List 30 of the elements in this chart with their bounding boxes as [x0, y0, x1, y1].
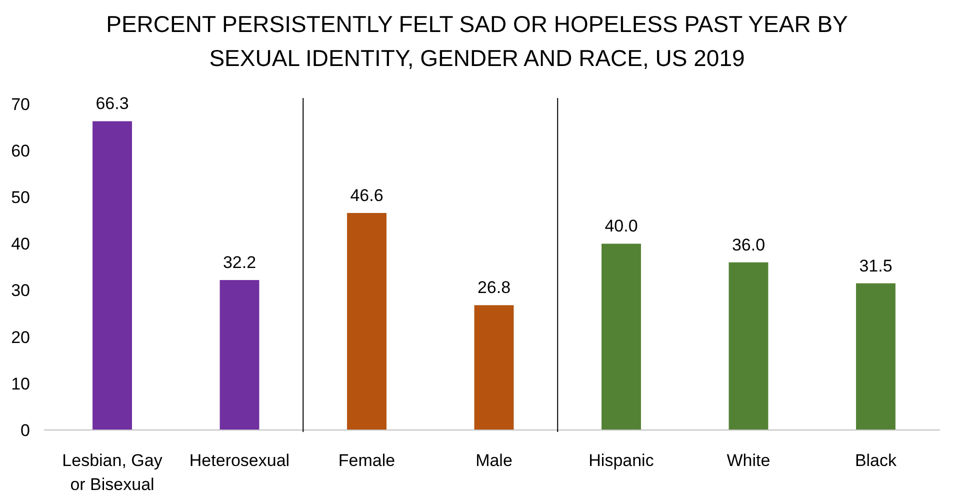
bar — [347, 212, 386, 430]
bar — [92, 121, 132, 430]
x-tick-label: Female — [338, 451, 396, 470]
x-tick-label: Black — [854, 451, 898, 470]
y-tick-label: 60 — [11, 142, 30, 161]
x-tick-label: Lesbian, Gay or Bisexual — [62, 451, 163, 494]
y-tick-label: 0 — [20, 420, 30, 440]
y-tick-label: 50 — [11, 188, 30, 208]
data-label: 36.0 — [732, 235, 766, 254]
data-label: 31.5 — [859, 256, 892, 276]
x-tick-label: Male — [476, 451, 512, 470]
bar — [728, 262, 768, 430]
bar — [474, 305, 514, 430]
data-label: 46.6 — [350, 186, 384, 205]
y-tick-label: 70 — [11, 94, 30, 114]
data-label: 32.2 — [222, 253, 256, 272]
y-tick-label: 20 — [11, 328, 30, 347]
bar — [856, 283, 896, 430]
bar — [220, 280, 260, 430]
x-tick-label: Heterosexual — [189, 451, 290, 470]
x-tick-label: Hispanic — [588, 451, 654, 470]
x-tick-label: White — [726, 451, 770, 470]
data-label: 66.3 — [96, 94, 129, 114]
y-tick-label: 30 — [11, 281, 30, 300]
data-label: 26.8 — [477, 278, 511, 298]
y-tick-label: 40 — [11, 234, 30, 254]
data-label: 40.0 — [604, 216, 638, 236]
y-tick-label: 10 — [11, 374, 30, 394]
bar — [602, 244, 641, 430]
chart-title: PERCENT PERSISTENTLY FELT SAD OR HOPELESS PAST YEAR BY SEXUAL IDENTITY, GENDER AND RACE, US 2019 — [106, 11, 848, 71]
